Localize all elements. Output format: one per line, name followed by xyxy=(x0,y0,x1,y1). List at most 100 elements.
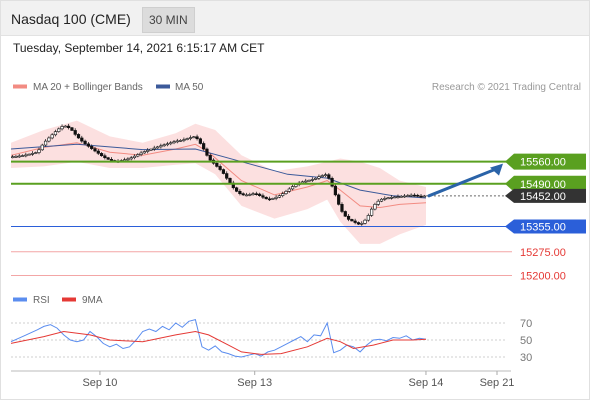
candle-body xyxy=(295,185,298,187)
rsi-tick-label: 30 xyxy=(520,352,532,364)
candle-body xyxy=(87,144,90,146)
x-axis: Sep 10 Sep 13 Sep 14 Sep 21 xyxy=(82,371,514,389)
candle-body xyxy=(202,143,205,149)
candle-body xyxy=(324,175,327,176)
candle-body xyxy=(370,209,373,215)
candle-body xyxy=(133,156,136,158)
candle-body xyxy=(367,215,370,220)
candle-body xyxy=(268,199,271,200)
candle-body xyxy=(407,196,410,197)
candle-body xyxy=(163,145,166,146)
candle-body xyxy=(318,177,321,179)
ma20-legend-swatch xyxy=(13,85,27,89)
candle-body xyxy=(216,163,219,166)
candle-body xyxy=(127,159,130,160)
bollinger-band-area xyxy=(11,121,426,244)
candle-body xyxy=(140,153,143,155)
candle-body xyxy=(321,176,324,177)
candle-body xyxy=(44,141,47,145)
candle-body xyxy=(31,153,34,154)
candle-body xyxy=(64,126,67,127)
candle-body xyxy=(48,138,51,141)
candle-body xyxy=(420,196,423,197)
candle-body xyxy=(97,151,100,153)
candle-body xyxy=(275,197,278,198)
candle-body xyxy=(206,149,209,155)
candle-body xyxy=(344,211,347,216)
candle-body xyxy=(341,204,344,211)
candle-body xyxy=(123,160,126,161)
candle-body xyxy=(281,194,284,196)
ma20-legend-label: MA 20 + Bollinger Bands xyxy=(33,82,143,93)
candle-body xyxy=(81,138,84,141)
candle-body xyxy=(176,141,179,142)
candle-body xyxy=(104,156,107,158)
candle-body xyxy=(74,130,77,134)
candle-body xyxy=(364,220,367,223)
candle-body xyxy=(183,140,186,141)
rsi-ma-legend-label: 9MA xyxy=(82,295,103,306)
candle-body xyxy=(328,175,331,179)
candle-body xyxy=(28,154,31,155)
candle-body xyxy=(130,158,133,159)
candle-body xyxy=(51,135,54,138)
candle-body xyxy=(179,140,182,141)
candle-body xyxy=(347,216,350,219)
candle-body xyxy=(416,195,419,196)
candle-body xyxy=(15,156,18,157)
forecast-arrow-shaft xyxy=(429,169,497,196)
candle-body xyxy=(169,143,172,144)
candle-body xyxy=(400,196,403,197)
candle-body xyxy=(41,145,44,150)
candle-body xyxy=(219,166,222,169)
candle-body xyxy=(304,181,307,182)
candle-body xyxy=(278,196,281,198)
candle-body xyxy=(11,157,14,158)
candle-body xyxy=(331,178,334,186)
rsi-line xyxy=(11,320,426,357)
candle-body xyxy=(291,187,294,189)
candle-body xyxy=(354,221,357,223)
rsi-legend-swatch xyxy=(13,298,27,302)
candle-body xyxy=(136,155,139,157)
candle-body xyxy=(314,178,317,179)
candle-body xyxy=(377,201,380,204)
candle-body xyxy=(235,188,238,192)
x-tick-label: Sep 10 xyxy=(82,377,117,389)
candle-body xyxy=(84,141,87,144)
candle-body xyxy=(308,180,311,181)
candle-body xyxy=(77,134,80,138)
candle-body xyxy=(390,197,393,198)
candle-body xyxy=(262,196,265,198)
candle-body xyxy=(225,174,228,179)
candle-body xyxy=(311,179,314,180)
candle-body xyxy=(285,191,288,193)
rsi-legend-label: RSI xyxy=(33,295,50,306)
candle-body xyxy=(67,126,70,128)
research-credit: Research © 2021 Trading Central xyxy=(432,82,581,93)
candle-body xyxy=(61,126,64,128)
candle-body xyxy=(239,191,242,193)
current-price-label: 15452.00 xyxy=(520,191,566,203)
support-label: 15355.00 xyxy=(520,221,566,233)
candle-body xyxy=(393,197,396,198)
price-plot xyxy=(11,121,426,244)
candle-body xyxy=(334,186,337,195)
candle-body xyxy=(410,195,413,196)
candle-body xyxy=(160,146,163,147)
rsi-ma-legend-swatch xyxy=(62,298,76,302)
candle-body xyxy=(34,153,37,154)
candle-body xyxy=(387,198,390,199)
candle-body xyxy=(100,153,103,155)
candle-body xyxy=(288,189,291,191)
candle-body xyxy=(245,195,248,196)
candle-body xyxy=(397,197,400,198)
candle-body xyxy=(110,159,113,160)
candle-body xyxy=(222,170,225,174)
candle-body xyxy=(25,155,28,156)
candle-body xyxy=(265,197,268,199)
candle-body xyxy=(54,132,57,135)
rsi-ma-line xyxy=(11,332,426,355)
candle-body xyxy=(150,149,153,150)
